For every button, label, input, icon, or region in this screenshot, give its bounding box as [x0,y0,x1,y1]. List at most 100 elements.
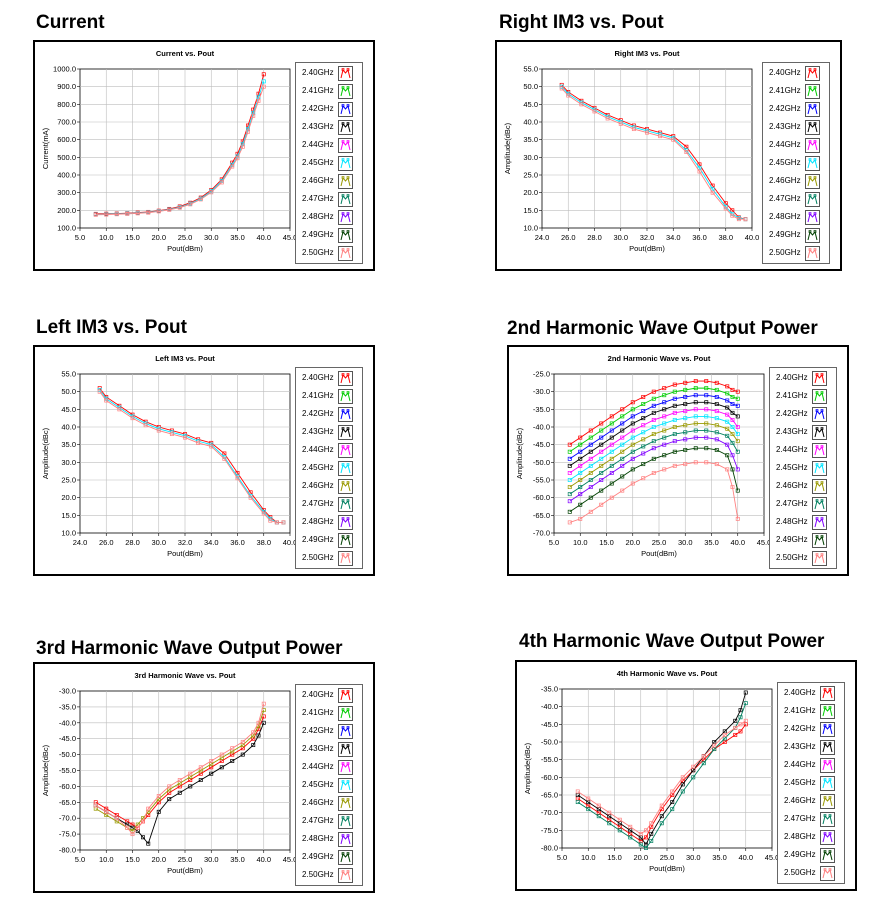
legend-label: 2.45GHz [302,158,334,167]
data-point [725,467,730,472]
legend-item[interactable]: 2.47GHz [296,813,362,831]
legend-item[interactable]: 2.45GHz [763,155,829,173]
data-point [725,412,730,417]
legend-item[interactable]: 2.45GHz [778,775,844,793]
legend-item[interactable]: 2.40GHz [770,370,836,388]
legend-item[interactable]: 2.50GHz [770,550,836,568]
legend-item[interactable]: 2.40GHz [296,370,362,388]
legend-item[interactable]: 2.47GHz [296,191,362,209]
legend-item[interactable]: 2.48GHz [296,514,362,532]
legend-item[interactable]: 2.47GHz [763,191,829,209]
legend-item[interactable]: 2.45GHz [296,460,362,478]
legend-item[interactable]: 2.43GHz [778,739,844,757]
legend-item[interactable]: 2.45GHz [770,460,836,478]
legend-item[interactable]: 2.46GHz [296,795,362,813]
legend-item[interactable]: 2.47GHz [778,811,844,829]
legend-item[interactable]: 2.46GHz [770,478,836,496]
legend-item[interactable]: 2.50GHz [778,865,844,883]
legend-swatch-icon [820,830,835,845]
legend-item[interactable]: 2.50GHz [763,245,829,263]
legend-item[interactable]: 2.46GHz [296,478,362,496]
data-point [672,449,677,454]
legend-swatch-icon [820,722,835,737]
legend-item[interactable]: 2.47GHz [296,496,362,514]
legend-item[interactable]: 2.44GHz [770,442,836,460]
legend-swatch-icon [805,138,820,153]
legend-item[interactable]: 2.49GHz [770,532,836,550]
legend-item[interactable]: 2.49GHz [296,227,362,245]
legend-item[interactable]: 2.50GHz [296,550,362,568]
legend-item[interactable]: 2.42GHz [296,723,362,741]
y-tick-label: -25.0 [533,370,550,379]
data-point [680,775,685,780]
legend-item[interactable]: 2.43GHz [770,424,836,442]
legend-item[interactable]: 2.48GHz [296,831,362,849]
chart-panel-4th-harmonic: 4th Harmonic Wave vs. Pout 5.0 10.0 15.0 20.… [515,660,857,891]
y-tick-label: 500.0 [57,153,76,162]
legend-item[interactable]: 2.41GHz [770,388,836,406]
legend-swatch-icon [805,246,820,261]
legend-item[interactable]: 2.46GHz [296,173,362,191]
legend-item[interactable]: 2.42GHz [778,721,844,739]
legend-item[interactable]: 2.42GHz [770,406,836,424]
data-point [198,778,203,782]
legend-item[interactable]: 2.43GHz [296,741,362,759]
data-point [743,718,748,723]
legend-item[interactable]: 2.41GHz [296,388,362,406]
legend-item[interactable]: 2.49GHz [763,227,829,245]
legend-item[interactable]: 2.45GHz [296,777,362,795]
legend-item[interactable]: 2.41GHz [778,703,844,721]
legend-item[interactable]: 2.43GHz [763,119,829,137]
legend-label: 2.47GHz [769,194,801,203]
legend-item[interactable]: 2.41GHz [296,705,362,723]
legend-item[interactable]: 2.46GHz [778,793,844,811]
legend-item[interactable]: 2.50GHz [296,867,362,885]
legend-item[interactable]: 2.40GHz [778,685,844,703]
legend-item[interactable]: 2.48GHz [763,209,829,227]
data-point [143,423,148,428]
x-tick-label: 40.0 [256,855,271,864]
legend-item[interactable]: 2.49GHz [296,849,362,867]
legend-item[interactable]: 2.48GHz [770,514,836,532]
legend-label: 2.43GHz [776,427,808,436]
data-point [575,800,580,805]
data-point [188,771,193,776]
legend: 2.40GHz 2.41GHz 2.42GHz 2.43GHz 2.44GHz 2.45G… [295,684,363,886]
data-point [725,419,730,424]
legend-item[interactable]: 2.41GHz [296,83,362,101]
legend-item[interactable]: 2.44GHz [296,137,362,155]
legend-item[interactable]: 2.44GHz [296,442,362,460]
data-point [736,217,741,222]
legend-item[interactable]: 2.42GHz [296,101,362,119]
legend-item[interactable]: 2.40GHz [296,65,362,83]
legend-item[interactable]: 2.44GHz [763,137,829,155]
y-tick-label: 40.0 [61,423,76,432]
legend-item[interactable]: 2.44GHz [296,759,362,777]
data-point [730,417,735,422]
chart-panel-current: Current vs. Pout 5.0 10.0 15.0 20.0 25.0 30.0 3… [33,40,375,271]
legend-item[interactable]: 2.47GHz [770,496,836,514]
legend-item[interactable]: 2.43GHz [296,424,362,442]
legend-item[interactable]: 2.49GHz [296,532,362,550]
legend-label: 2.41GHz [784,706,816,715]
legend-item[interactable]: 2.48GHz [778,829,844,847]
legend-swatch-icon [338,497,353,512]
legend-item[interactable]: 2.42GHz [763,101,829,119]
data-point [240,739,245,744]
data-point [651,446,656,451]
x-tick-label: 34.0 [666,233,681,242]
legend-item[interactable]: 2.48GHz [296,209,362,227]
legend-item[interactable]: 2.40GHz [763,65,829,83]
data-point [691,764,696,769]
legend-item[interactable]: 2.45GHz [296,155,362,173]
legend-item[interactable]: 2.41GHz [763,83,829,101]
legend-item[interactable]: 2.49GHz [778,847,844,865]
legend-item[interactable]: 2.42GHz [296,406,362,424]
legend-item[interactable]: 2.44GHz [778,757,844,775]
legend-item[interactable]: 2.50GHz [296,245,362,263]
legend-item[interactable]: 2.46GHz [763,173,829,191]
legend-label: 2.45GHz [784,778,816,787]
legend-item[interactable]: 2.40GHz [296,687,362,705]
y-tick-label: -50.0 [533,458,550,467]
legend-item[interactable]: 2.43GHz [296,119,362,137]
